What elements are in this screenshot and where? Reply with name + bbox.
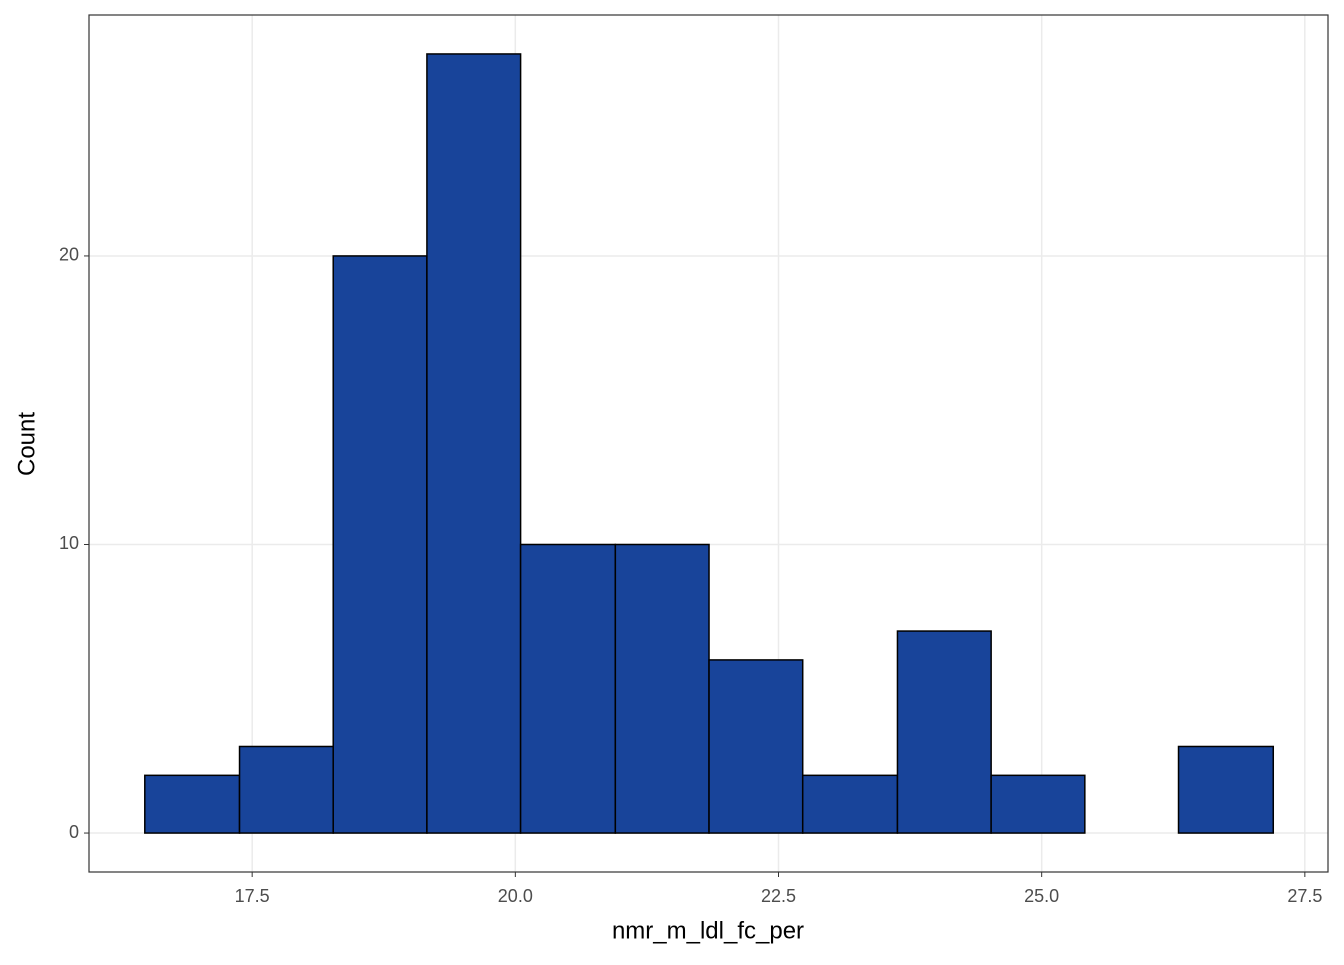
bar	[1177, 745, 1275, 834]
x-tick-label: 17.5	[235, 886, 270, 906]
y-tick-label: 20	[59, 245, 79, 265]
bar	[519, 543, 617, 834]
bar	[990, 774, 1086, 834]
bar	[426, 53, 522, 834]
bar	[238, 745, 334, 834]
x-tick-label: 22.5	[761, 886, 796, 906]
bar	[896, 630, 992, 834]
x-tick-label: 25.0	[1024, 886, 1059, 906]
bar	[332, 255, 428, 834]
y-tick-label: 0	[69, 822, 79, 842]
x-tick-label: 27.5	[1287, 886, 1322, 906]
x-axis-label: nmr_m_ldl_fc_per	[612, 917, 804, 944]
bar	[614, 543, 710, 834]
plot-border	[88, 14, 1329, 873]
y-axis-label: Count	[13, 412, 40, 476]
bar	[708, 659, 804, 834]
x-tick-label: 20.0	[498, 886, 533, 906]
bar	[801, 774, 899, 834]
bar	[144, 774, 241, 834]
y-tick-label: 10	[59, 533, 79, 553]
